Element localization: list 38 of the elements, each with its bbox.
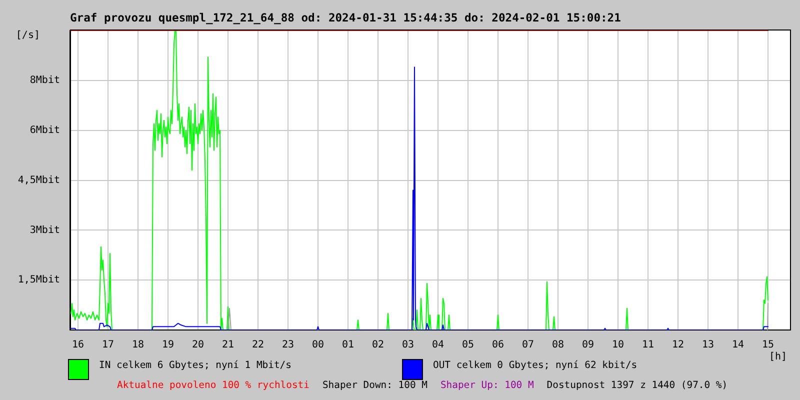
y-tick-label: 6Mbit [30, 124, 60, 136]
x-tick-label: 09 [582, 340, 594, 351]
x-tick-label: 02 [372, 340, 384, 351]
x-tick-label: 13 [702, 340, 714, 351]
x-tick-label: 22 [252, 340, 264, 351]
x-tick-label: 06 [492, 340, 504, 351]
x-tick-label: 15 [762, 340, 774, 351]
x-tick-label: 19 [162, 340, 174, 351]
x-tick-label: 03 [402, 340, 414, 351]
chart-title: Graf provozu quesmpl_172_21_64_88 od: 2024-01-31 15:44:35 do: 2024-02-01 15:00:21 [70, 12, 622, 25]
x-tick-label: 17 [102, 340, 114, 351]
x-tick-label: 05 [462, 340, 474, 351]
text: Shaper Up: 100 M [440, 380, 534, 392]
x-tick-label: 01 [342, 340, 354, 351]
y-tick-label: 3Mbit [30, 224, 60, 236]
x-tick-label: 00 [312, 340, 324, 351]
y-tick-label: 8Mbit [30, 75, 60, 86]
y-tick-label: 4,5Mbit [18, 174, 60, 186]
x-tick-label: 08 [552, 340, 564, 351]
x-tick-label: 23 [282, 340, 294, 351]
text: Shaper Down: 100 M [322, 380, 428, 392]
x-tick-label: 11 [642, 340, 654, 351]
x-tick-label: 07 [522, 340, 534, 351]
y-axis-title: [/s] [16, 30, 40, 42]
legend-label: OUT celkem 0 Gbytes; nyní 62 kbit/s [433, 360, 638, 372]
x-tick-label: 21 [222, 340, 234, 351]
x-tick-label: 10 [612, 340, 624, 351]
x-tick-label: 18 [132, 340, 144, 351]
text: Dostupnost 1397 z 1440 (97.0 %) [546, 380, 728, 392]
x-tick-label: 16 [72, 340, 84, 351]
x-tick-label: 14 [732, 340, 744, 351]
legend-label: IN celkem 6 Gbytes; nyní 1 Mbit/s [99, 360, 292, 372]
x-axis-title: [h] [769, 352, 788, 363]
x-tick-label: 20 [192, 340, 204, 351]
text: Aktualne povoleno 100 % rychlosti [117, 380, 310, 392]
x-tick-label: 12 [672, 340, 684, 351]
y-tick-label: 1,5Mbit [18, 274, 60, 286]
x-tick-label: 04 [432, 340, 444, 351]
